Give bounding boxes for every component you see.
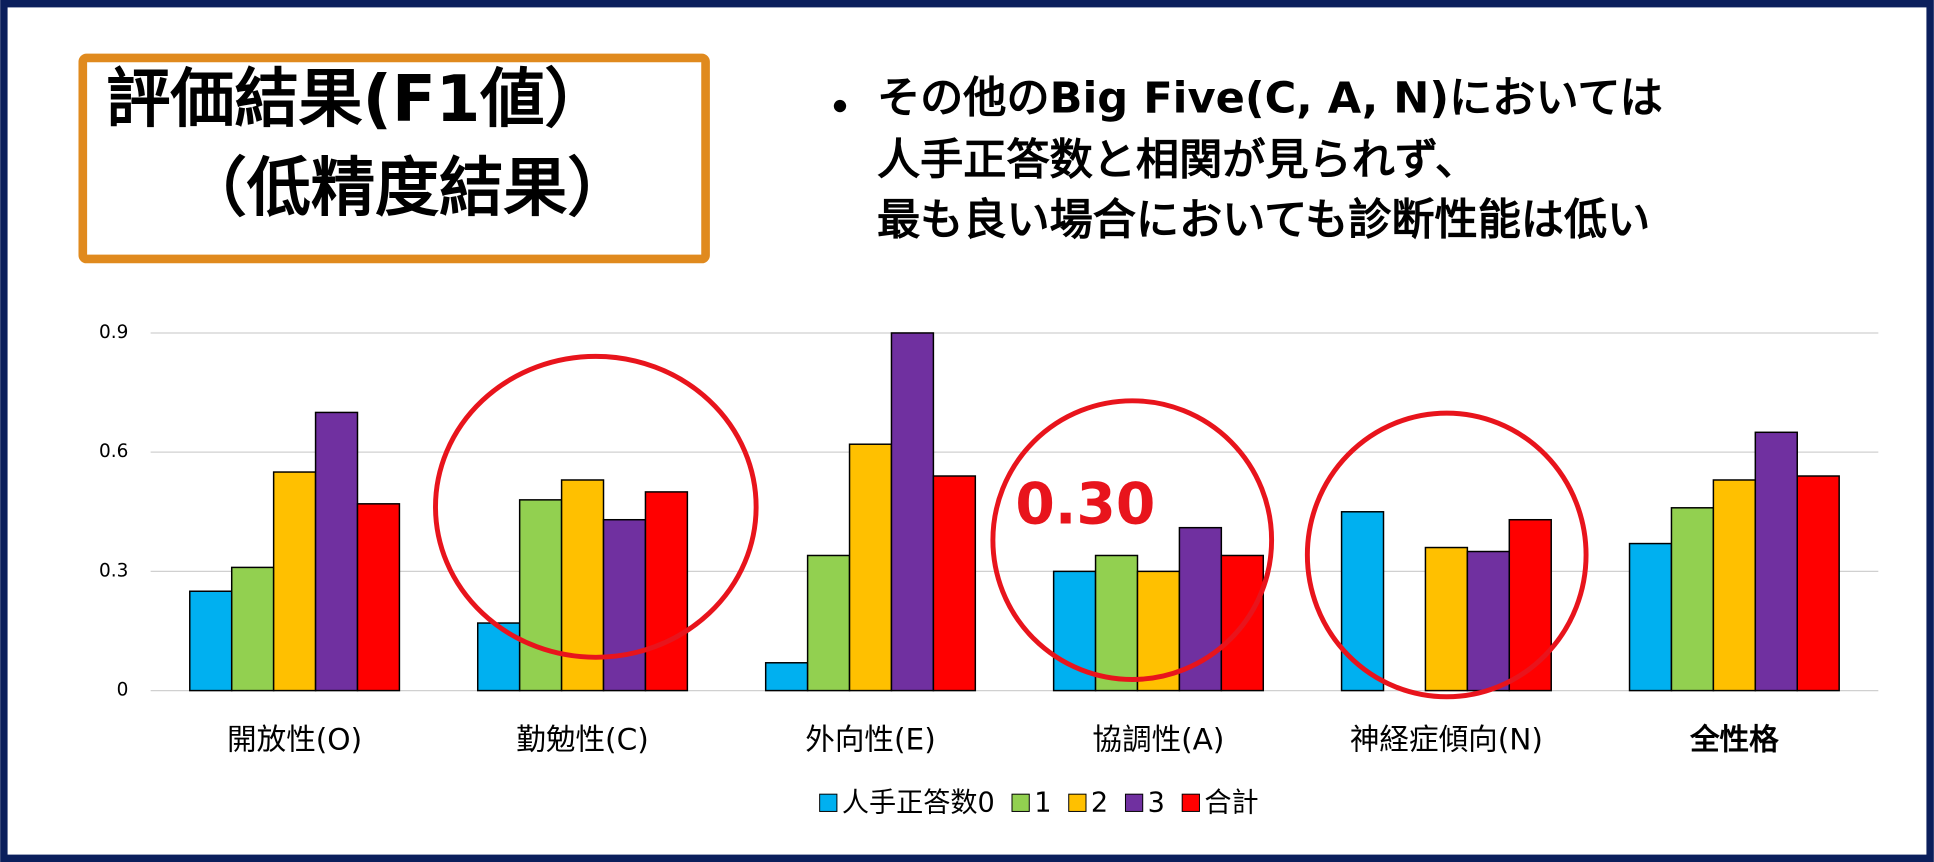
legend-swatch <box>1068 793 1087 812</box>
title-line: （低精度結果） <box>183 151 632 226</box>
bar <box>932 475 977 692</box>
bar <box>1796 475 1840 692</box>
bar <box>314 411 359 692</box>
bar <box>1754 431 1798 692</box>
legend: 人手正答数0 1 2 3 合計 <box>819 788 1259 819</box>
bullet-marker <box>833 99 847 113</box>
bar <box>272 471 317 692</box>
x-tick-label: 神経症傾向(N) <box>1350 723 1543 757</box>
bar <box>1628 542 1673 692</box>
bar <box>1340 511 1385 692</box>
y-tick-label: 0.3 <box>99 560 128 581</box>
bullet-line: 人手正答数と相関が見られず、 <box>877 135 1478 185</box>
bullet-line: その他のBig Five(C, A, N)においては <box>877 74 1663 124</box>
legend-label: 人手正答数0 <box>842 788 995 819</box>
annotation: 0.30 <box>1015 472 1155 538</box>
bar <box>1712 479 1757 692</box>
title-box <box>78 53 710 264</box>
y-tick-label: 0.6 <box>99 441 128 462</box>
bar <box>1424 546 1469 692</box>
highlight-circle <box>990 398 1275 682</box>
bar <box>1508 518 1552 692</box>
bar <box>1178 526 1223 692</box>
bullet-line: 最も良い場合においても診断性能は低い <box>877 196 1650 246</box>
legend-swatch <box>819 793 838 812</box>
highlight-circle <box>433 353 759 660</box>
bar <box>644 491 689 692</box>
x-tick-label: 協調性(A) <box>1092 723 1224 757</box>
bar <box>189 590 233 692</box>
legend-label: 3 <box>1148 788 1165 819</box>
bar <box>1136 570 1181 692</box>
x-tick-label: 開放性(O) <box>227 723 362 757</box>
bar <box>1466 550 1511 692</box>
bar <box>356 503 401 692</box>
bar <box>518 499 563 692</box>
legend-swatch <box>1011 793 1030 812</box>
x-tick-label: 勤勉性(C) <box>516 723 648 757</box>
legend-label: 1 <box>1034 788 1051 819</box>
bar <box>1094 554 1139 692</box>
plot: 0 0.3 0.6 0.9 開放性(O) 勤勉性(C) 外向性(E) 協調性(A) 神経症傾向(… <box>99 322 1879 819</box>
bar <box>1670 507 1715 692</box>
legend-label: 合計 <box>1204 788 1258 819</box>
highlight-circle <box>1304 410 1589 700</box>
bar <box>806 554 851 692</box>
legend-swatch <box>1181 793 1200 812</box>
y-tick-label: 0.9 <box>99 322 128 343</box>
bar <box>848 443 893 692</box>
bar <box>230 566 275 692</box>
x-tick-label: 全性格 <box>1689 723 1779 757</box>
x-tick-label: 外向性(E) <box>805 723 936 757</box>
bar <box>764 662 809 692</box>
legend-label: 2 <box>1091 788 1108 819</box>
legend-swatch <box>1124 793 1144 812</box>
title-line: 評価結果(F1値） <box>106 62 608 137</box>
bar <box>890 332 935 692</box>
bar <box>602 518 647 692</box>
y-tick-label: 0 <box>117 680 129 701</box>
